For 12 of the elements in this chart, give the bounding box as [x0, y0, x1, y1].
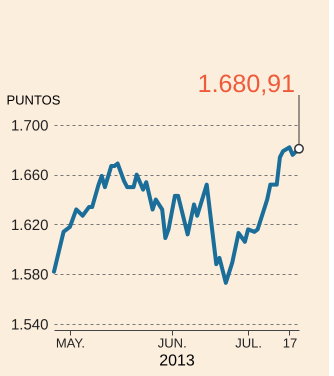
x-tick-label: 17: [282, 336, 298, 350]
x-tick-label: MAY.: [56, 336, 85, 350]
annotation: 1.680,91: [198, 70, 295, 98]
y-tick-label: 1.620: [10, 216, 48, 234]
y-tick-label: 1.540: [10, 316, 48, 334]
y-tick-label: 1.700: [10, 118, 48, 134]
y-axis-title: PUNTOS: [6, 92, 61, 108]
y-tick-label: 1.580: [10, 266, 48, 284]
x-axis-title: 2013: [159, 352, 195, 370]
x-tick-label: JUL.: [235, 336, 262, 350]
x-tick-label: JUN.: [158, 336, 187, 350]
y-tick-label: 1.660: [10, 167, 48, 184]
